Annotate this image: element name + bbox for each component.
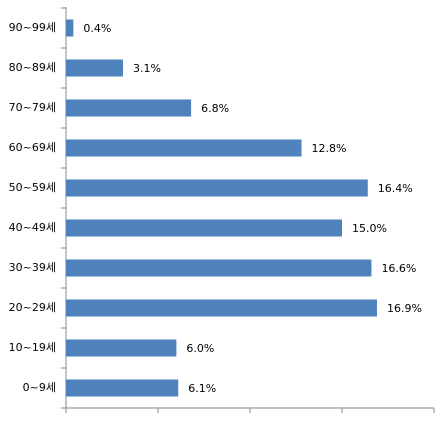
y-tick-label: 60~69세 bbox=[9, 141, 56, 154]
y-tick-label: 10~19세 bbox=[9, 341, 56, 354]
bar bbox=[66, 99, 192, 117]
value-label: 16.4% bbox=[378, 182, 413, 195]
value-label: 16.6% bbox=[381, 262, 416, 275]
value-label: 6.8% bbox=[201, 102, 229, 115]
bar bbox=[66, 179, 368, 197]
y-tick-label: 80~89세 bbox=[9, 61, 56, 74]
y-tick-label: 40~49세 bbox=[9, 221, 56, 234]
bar bbox=[66, 299, 377, 317]
bar bbox=[66, 339, 177, 357]
bar bbox=[66, 259, 372, 277]
y-tick-label: 50~59세 bbox=[9, 181, 56, 194]
y-tick-label: 30~39세 bbox=[9, 261, 56, 274]
value-label: 6.1% bbox=[188, 382, 216, 395]
bar bbox=[66, 219, 342, 237]
bar bbox=[66, 59, 124, 77]
y-tick-label: 20~29세 bbox=[9, 301, 56, 314]
y-tick-label: 0~9세 bbox=[23, 381, 56, 394]
value-label: 6.0% bbox=[186, 342, 214, 355]
y-tick-label: 70~79세 bbox=[9, 101, 56, 114]
bar bbox=[66, 19, 74, 37]
value-label: 3.1% bbox=[133, 62, 161, 75]
value-label: 15.0% bbox=[352, 222, 387, 235]
value-label: 0.4% bbox=[83, 22, 111, 35]
value-label: 16.9% bbox=[387, 302, 422, 315]
value-label: 12.8% bbox=[312, 142, 347, 155]
bar bbox=[66, 139, 302, 157]
y-tick-label: 90~99세 bbox=[9, 21, 56, 34]
bar bbox=[66, 379, 179, 397]
